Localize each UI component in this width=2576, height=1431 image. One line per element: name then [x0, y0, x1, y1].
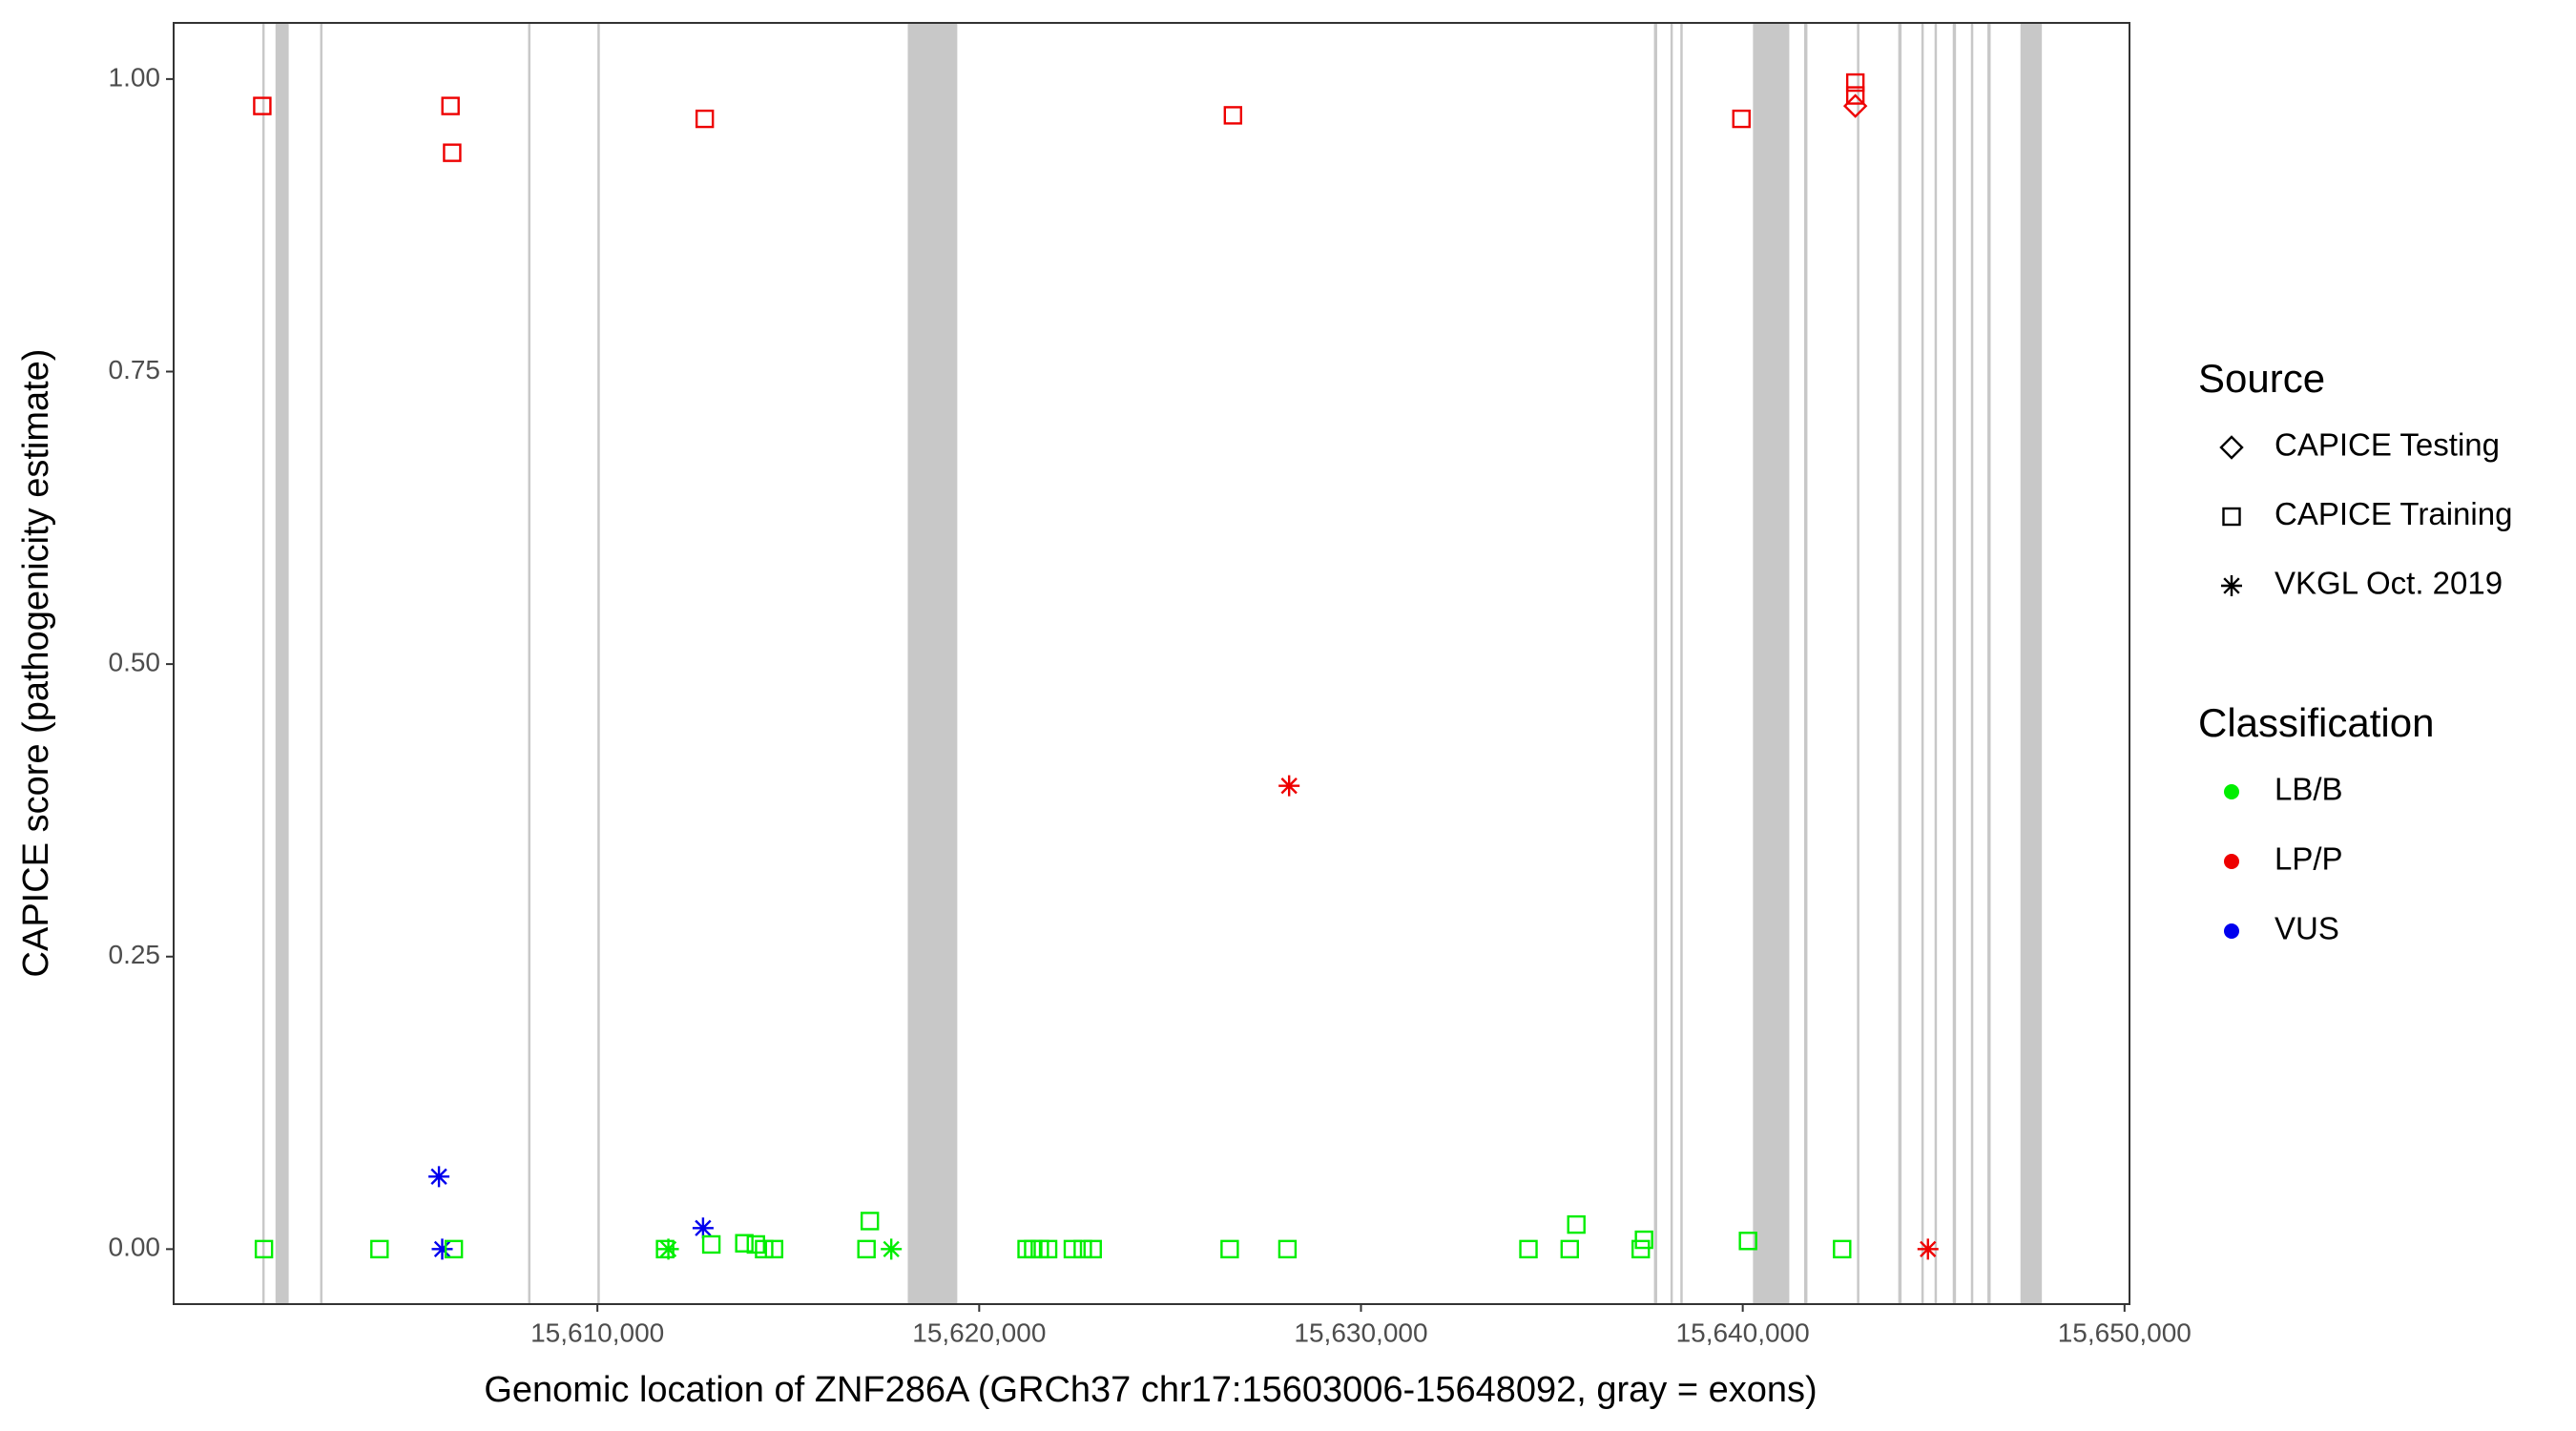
- x-tick-label: 15,630,000: [1294, 1317, 1427, 1347]
- data-point: [1631, 1239, 1651, 1259]
- exon-band: [2020, 23, 2043, 1304]
- exon-band: [1987, 23, 1991, 1304]
- legend-symbol: [2224, 923, 2239, 939]
- data-point: [443, 143, 462, 162]
- y-tick-label: 0.75: [109, 355, 161, 384]
- exon-band: [275, 23, 289, 1304]
- data-point: [1917, 1238, 1939, 1260]
- y-tick-label: 0.00: [109, 1233, 161, 1262]
- exon-band: [261, 23, 265, 1304]
- data-point: [1845, 86, 1865, 105]
- x-tick-label: 15,610,000: [530, 1317, 664, 1347]
- legend-label: CAPICE Training: [2275, 496, 2512, 531]
- legend-title: Classification: [2198, 700, 2434, 745]
- exon-band: [1921, 23, 1924, 1304]
- data-point: [735, 1234, 754, 1253]
- exon-band: [907, 23, 958, 1304]
- x-axis-title: Genomic location of ZNF286A (GRCh37 chr1…: [484, 1370, 1817, 1410]
- exon-band: [1803, 23, 1808, 1304]
- data-point: [253, 96, 272, 115]
- data-point: [755, 1239, 774, 1259]
- data-point: [444, 1239, 464, 1259]
- exon-band: [1970, 23, 1974, 1304]
- data-point: [1732, 109, 1751, 129]
- data-point: [692, 1217, 714, 1239]
- x-tick-label: 15,620,000: [912, 1317, 1046, 1347]
- exon-band: [1952, 23, 1957, 1304]
- legend-label: LP/P: [2275, 841, 2343, 877]
- data-point: [1073, 1239, 1092, 1259]
- data-point: [1738, 1232, 1757, 1251]
- data-point: [764, 1239, 784, 1259]
- legend-symbol: [2221, 575, 2242, 596]
- plot-border: [173, 22, 2130, 1305]
- exon-band: [1898, 23, 1902, 1304]
- legend-label: VUS: [2275, 911, 2339, 946]
- data-point: [1567, 1214, 1586, 1234]
- data-point: [1842, 93, 1868, 118]
- data-point: [1560, 1239, 1579, 1259]
- legend-symbol: [2224, 784, 2239, 799]
- exon-band: [1680, 23, 1683, 1304]
- exon-band: [1753, 23, 1790, 1304]
- y-tick-label: 0.50: [109, 648, 161, 677]
- legend-symbol: [2222, 507, 2241, 527]
- legend-symbol: [2224, 854, 2239, 869]
- legend-label: LB/B: [2275, 772, 2343, 807]
- data-point: [441, 96, 460, 115]
- data-point: [1833, 1239, 1852, 1259]
- data-point: [428, 1166, 450, 1188]
- data-point: [1278, 1239, 1298, 1259]
- data-point: [370, 1239, 389, 1259]
- x-tick-label: 15,650,000: [2058, 1317, 2192, 1347]
- data-point: [254, 1239, 274, 1259]
- legend-symbol: [2219, 435, 2244, 460]
- y-axis-title: CAPICE score (pathogenicity estimate): [16, 349, 56, 978]
- data-point: [1038, 1239, 1058, 1259]
- data-point: [1220, 1239, 1239, 1259]
- data-point: [701, 1234, 721, 1255]
- legend-label: VKGL Oct. 2019: [2275, 566, 2503, 601]
- exon-band: [528, 23, 531, 1304]
- exon-band: [1857, 23, 1859, 1304]
- exon-band: [1670, 23, 1673, 1304]
- data-point: [857, 1239, 876, 1259]
- x-tick-label: 15,640,000: [1676, 1317, 1810, 1347]
- exon-band: [597, 23, 600, 1304]
- exon-band: [320, 23, 322, 1304]
- y-tick-label: 0.25: [109, 940, 161, 969]
- data-point: [1278, 775, 1300, 797]
- exon-band: [1653, 23, 1658, 1304]
- data-point: [1845, 73, 1865, 93]
- data-point: [1083, 1239, 1102, 1259]
- data-point: [657, 1238, 679, 1260]
- data-point: [431, 1238, 453, 1260]
- legend-title: Source: [2198, 356, 2325, 401]
- data-point: [1223, 106, 1243, 125]
- data-point: [1519, 1239, 1538, 1259]
- exon-band: [1934, 23, 1938, 1304]
- legend-label: CAPICE Testing: [2275, 427, 2500, 463]
- data-point: [881, 1238, 903, 1260]
- data-point: [1634, 1230, 1653, 1250]
- data-point: [695, 109, 715, 129]
- data-point: [1063, 1239, 1083, 1259]
- y-tick-label: 1.00: [109, 62, 161, 92]
- data-point: [860, 1212, 880, 1231]
